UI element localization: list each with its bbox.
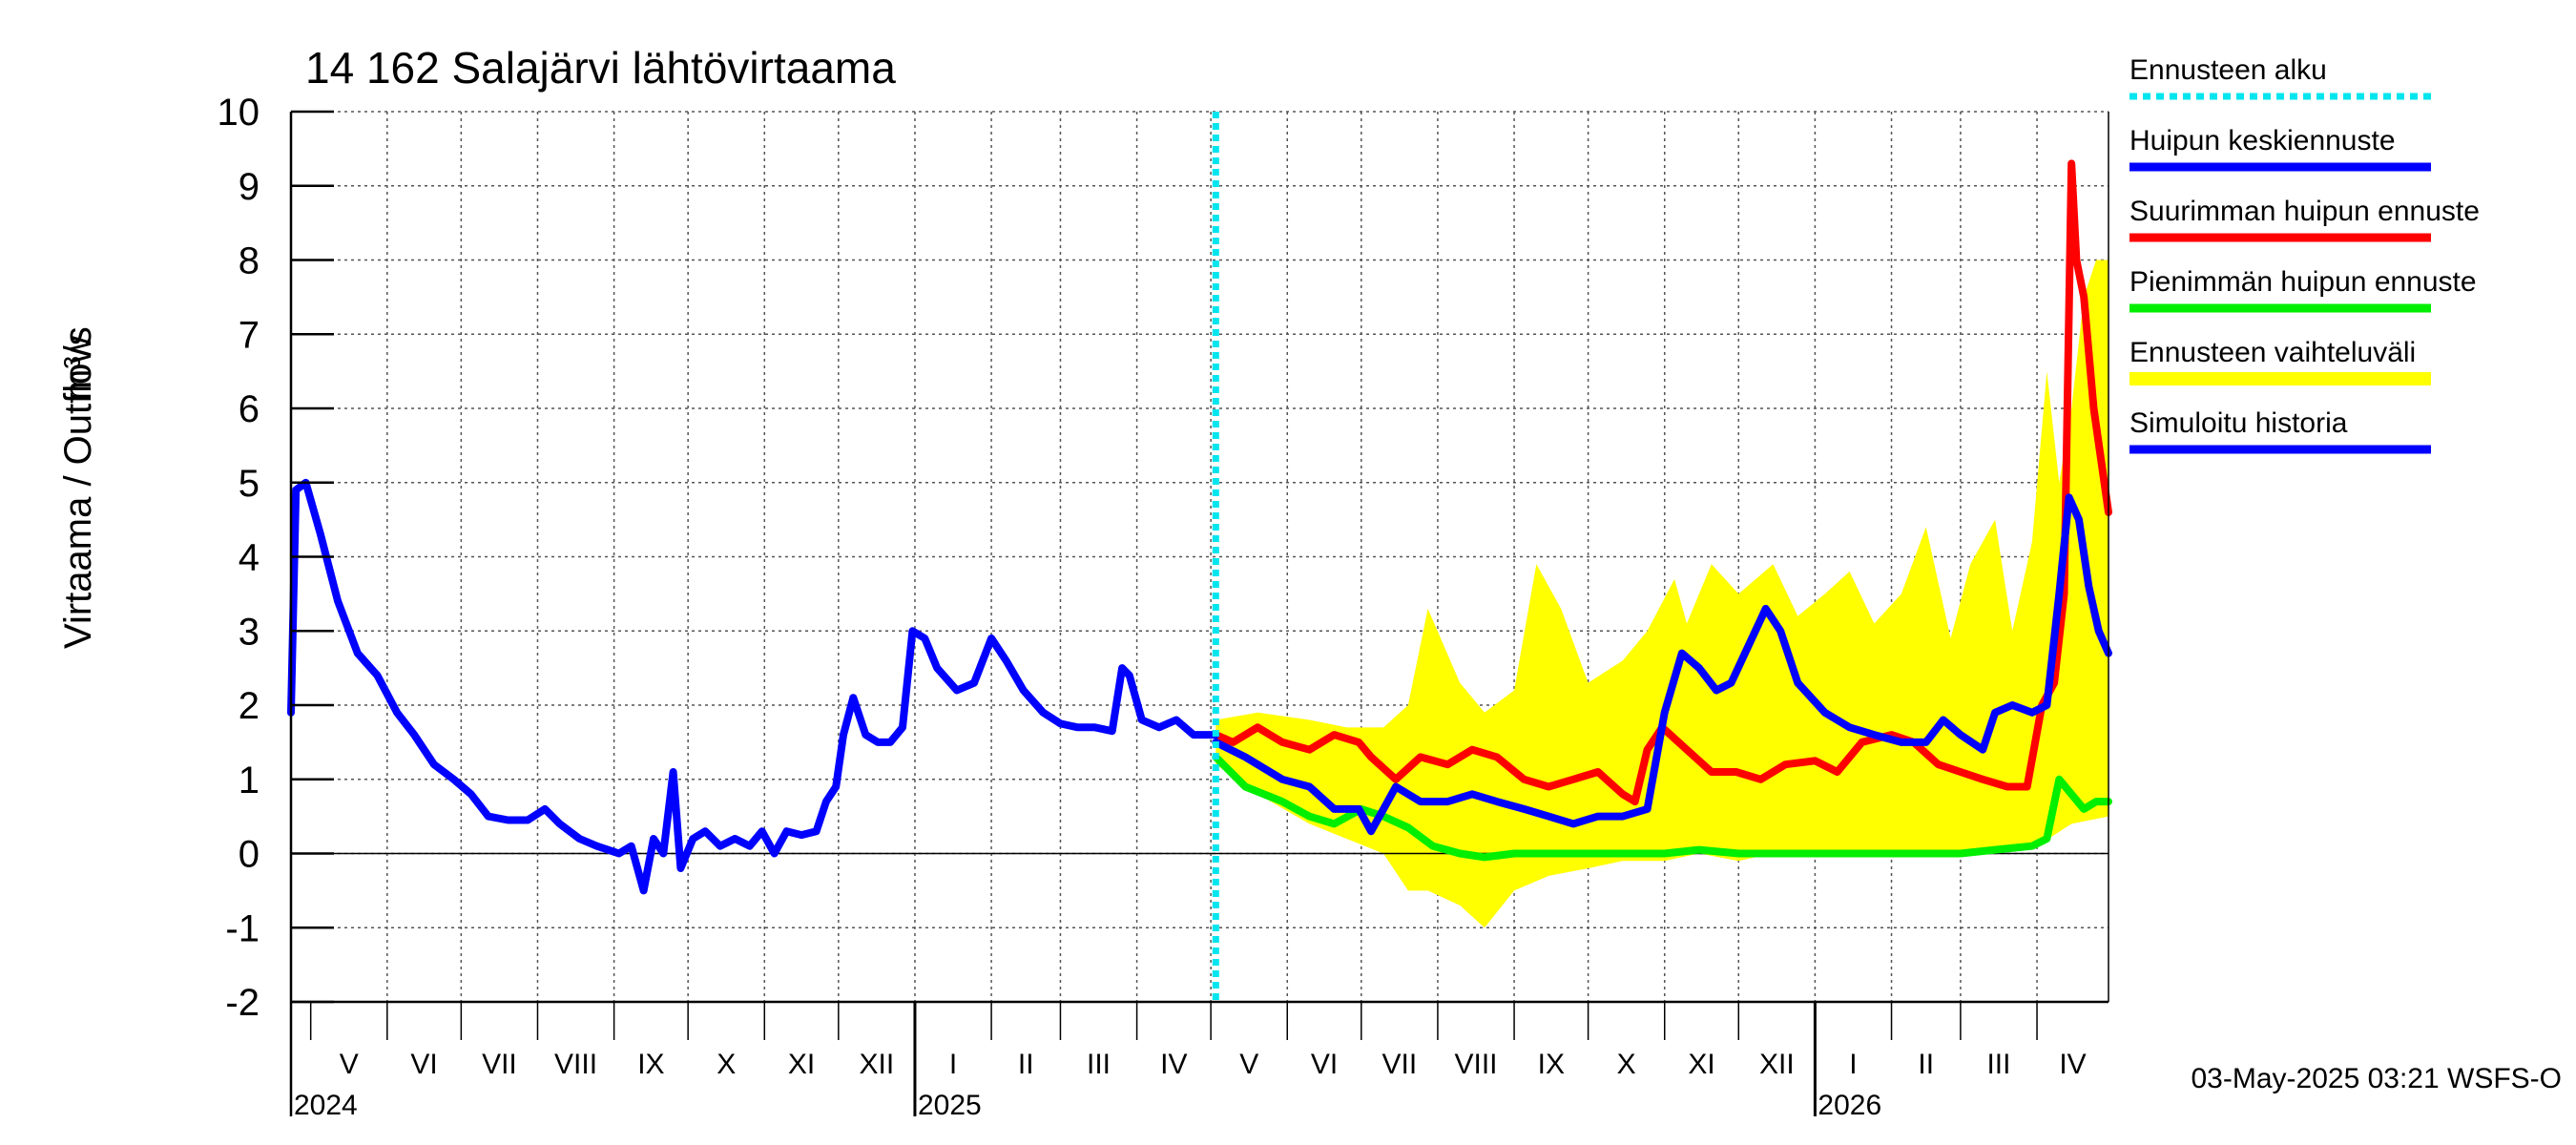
y-tick-label: 7: [239, 314, 260, 356]
series-group: [287, 159, 2112, 895]
x-month-label: XI: [1688, 1049, 1714, 1080]
legend-label: Ennusteen vaihteluväli: [2129, 337, 2416, 368]
y-tick-label: 10: [218, 92, 260, 134]
series-max-peak-line: [1212, 159, 2112, 806]
legend: Ennusteen alku Huipun keskiennuste Suurimm…: [2129, 54, 2480, 454]
x-month-label: XII: [1759, 1049, 1795, 1080]
x-month-label: X: [1617, 1049, 1636, 1080]
x-month-label: III: [1986, 1049, 2010, 1080]
y-ticks: -2 -1 0 1 2 3 4 5 6 7 8 9 10: [218, 92, 334, 1024]
x-month-label: II: [1918, 1049, 1934, 1080]
y-tick-label: 9: [239, 166, 260, 208]
x-axis: V VI VII VIII IX X XI XII I II III IV V VI VII VIII IX X X…: [294, 1002, 2087, 1121]
x-month-label: VIII: [1454, 1049, 1497, 1080]
x-month-label: VI: [1311, 1049, 1338, 1080]
y-tick-label: 1: [239, 760, 260, 802]
x-month-label: VII: [482, 1049, 517, 1080]
legend-label: Suurimman huipun ennuste: [2129, 196, 2480, 227]
x-month-label: IX: [1538, 1049, 1565, 1080]
x-month-label: VIII: [554, 1049, 597, 1080]
plot-frame: [289, 112, 2109, 1116]
y-axis-unit: m³/s: [57, 326, 99, 401]
y-tick-label: 6: [239, 388, 260, 430]
chart-title: 14 162 Salajärvi lähtövirtaama: [305, 43, 896, 93]
x-month-label: X: [717, 1049, 736, 1080]
series-mean-peak-line: [1212, 493, 2112, 836]
y-axis-label: Virtaama / Outflow m³/s: [57, 326, 99, 649]
x-month-label: I: [1849, 1049, 1857, 1080]
x-month-label: VII: [1382, 1049, 1418, 1080]
x-month-label: XII: [860, 1049, 895, 1080]
legend-swatch-range: [2129, 372, 2431, 385]
x-month-label: III: [1087, 1049, 1111, 1080]
y-tick-label: -2: [225, 982, 260, 1024]
legend-label: Ennusteen alku: [2129, 54, 2327, 86]
x-year-label: 2025: [918, 1090, 982, 1121]
x-month-label: IV: [1160, 1049, 1187, 1080]
x-month-label: II: [1018, 1049, 1034, 1080]
x-month-label: V: [340, 1049, 359, 1080]
y-tick-label: 0: [239, 834, 260, 876]
legend-label: Pienimmän huipun ennuste: [2129, 266, 2477, 298]
y-axis-label-text: Virtaama / Outflow: [57, 336, 99, 649]
x-month-label: XI: [788, 1049, 815, 1080]
y-tick-label: 3: [239, 611, 260, 653]
series-min-peak-line: [1212, 753, 2112, 862]
legend-label: Simuloitu historia: [2129, 407, 2348, 439]
y-tick-label: 4: [239, 537, 260, 579]
x-month-label: V: [1239, 1049, 1258, 1080]
x-month-label: VI: [410, 1049, 437, 1080]
x-month-label: I: [949, 1049, 957, 1080]
y-tick-label: 5: [239, 463, 260, 505]
footer-timestamp: 03-May-2025 03:21 WSFS-O: [2192, 1063, 2563, 1094]
x-month-label: IX: [637, 1049, 664, 1080]
y-tick-label: 8: [239, 240, 260, 282]
x-year-label: 2026: [1818, 1090, 1881, 1121]
x-year-label: 2024: [294, 1090, 358, 1121]
series-history-line: [287, 478, 1220, 895]
y-tick-label: 2: [239, 685, 260, 727]
legend-label: Huipun keskiennuste: [2129, 125, 2396, 156]
y-tick-label: -1: [225, 907, 260, 949]
x-month-label: IV: [2059, 1049, 2086, 1080]
